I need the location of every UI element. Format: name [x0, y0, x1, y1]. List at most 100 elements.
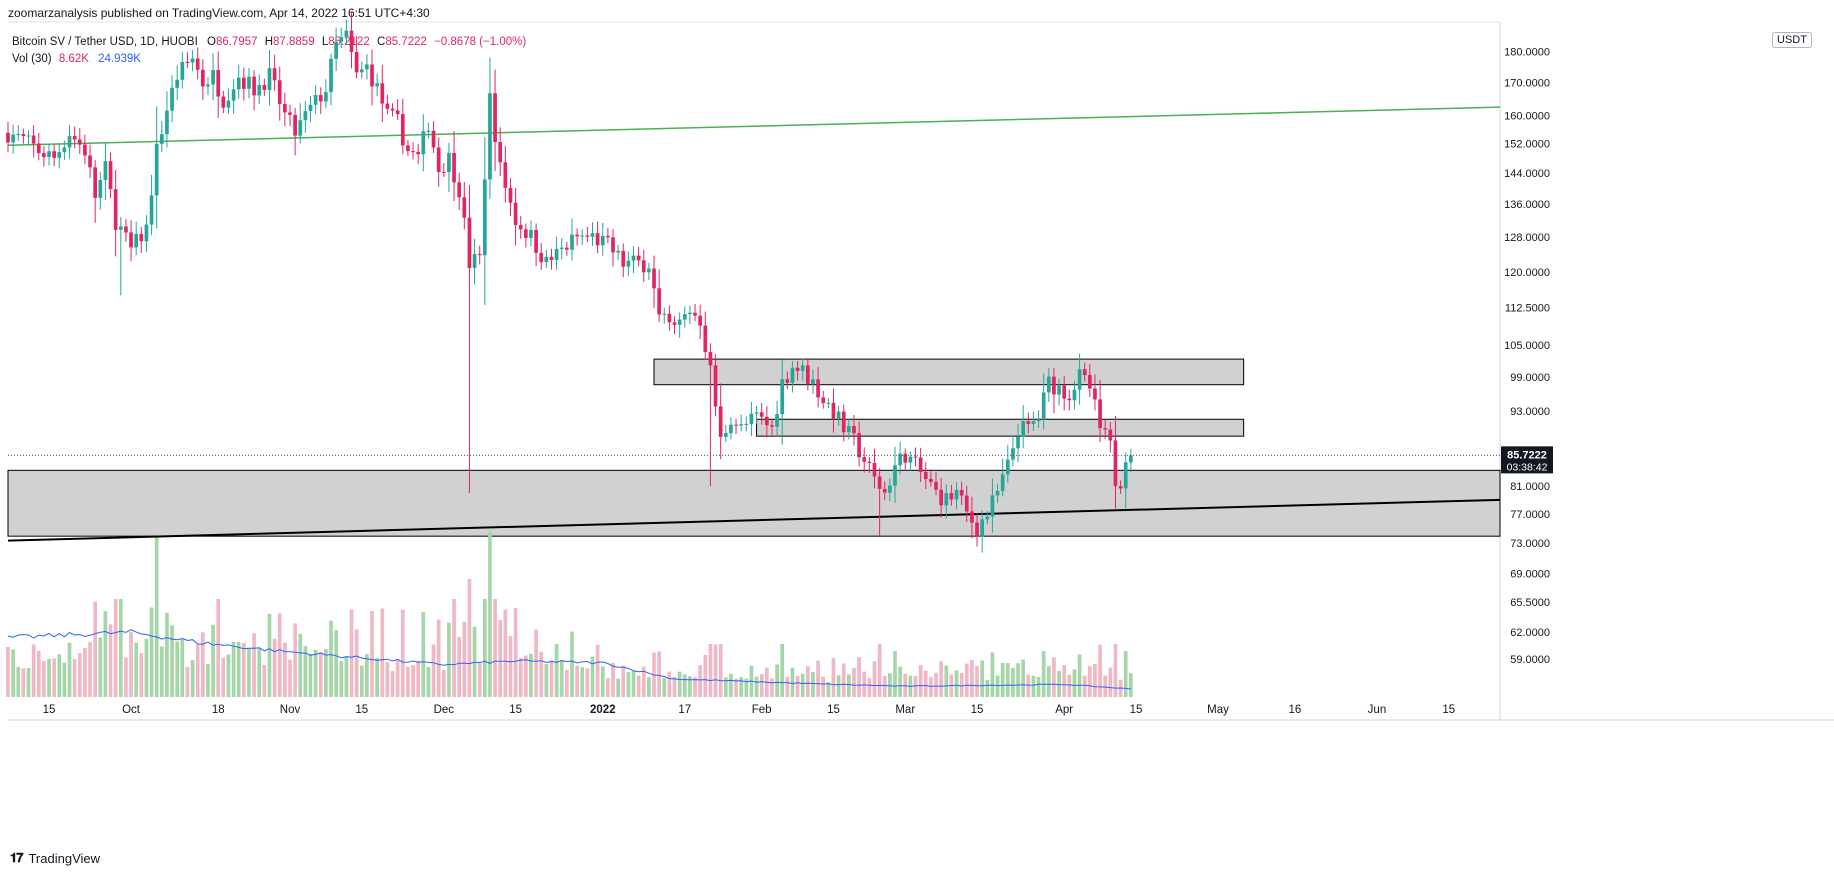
volume-bar-109	[565, 669, 569, 697]
candle-77	[400, 98, 405, 155]
candle-104	[539, 242, 544, 270]
candle-103	[534, 223, 538, 267]
candle-body-31	[165, 110, 169, 135]
candle-body-168	[867, 461, 872, 463]
volume-bar-162	[836, 675, 841, 697]
volume-bar-218	[1123, 650, 1128, 697]
candle-82	[426, 122, 431, 139]
candle-body-90	[467, 217, 472, 268]
volume-bar-159	[821, 676, 826, 697]
volume-bar-95	[493, 599, 497, 697]
candle-body-125	[647, 268, 651, 273]
volume-bar-1	[11, 649, 15, 697]
volume-bar-33	[175, 641, 180, 697]
legend-volume-label[interactable]: Vol (30)	[12, 53, 52, 65]
candle-body-115	[595, 233, 600, 246]
candle-body-183	[944, 493, 949, 506]
candle-201	[1036, 410, 1041, 428]
candle-192	[990, 478, 995, 533]
candle-body-87	[452, 152, 456, 183]
candle-body-155	[800, 365, 805, 371]
candle-4	[26, 130, 31, 146]
volume-bar-41	[216, 599, 221, 697]
candle-45	[236, 64, 241, 99]
candle-157	[811, 369, 815, 394]
candle-80	[416, 143, 421, 165]
candle-52	[272, 54, 277, 91]
volume-bar-181	[934, 672, 938, 697]
volume-bar-192	[990, 652, 995, 697]
candle-body-143	[739, 424, 744, 426]
candle-body-74	[385, 103, 390, 109]
volume-bar-83	[431, 644, 436, 697]
candle-140	[723, 424, 728, 442]
y-tick-label-17: 65.5000	[1510, 597, 1550, 609]
candle-89	[462, 181, 467, 230]
volume-bar-139	[718, 644, 723, 697]
volume-bar-66	[344, 656, 349, 697]
candle-body-26	[139, 233, 144, 242]
tradingview-brand[interactable]: 𝟏𝟕 TradingView	[10, 850, 100, 866]
candle-body-91	[472, 254, 477, 268]
candle-34	[180, 52, 185, 89]
candle-23	[124, 219, 128, 242]
candle-128	[662, 307, 667, 324]
legend-symbol[interactable]: Bitcoin SV / Tether USD, 1D, HUOBI	[12, 36, 198, 48]
volume-bar-123	[636, 675, 641, 697]
volume-bar-5	[31, 644, 36, 697]
x-tick-label-14: 15	[1130, 704, 1143, 716]
volume-bar-43	[226, 654, 231, 697]
candle-body-23	[124, 226, 128, 233]
candle-161	[831, 388, 836, 433]
x-tick-label-0: 15	[43, 704, 56, 716]
candle-36	[190, 50, 195, 72]
candle-body-121	[626, 260, 631, 267]
candle-70	[365, 54, 369, 80]
volume-bar-90	[467, 579, 472, 697]
candle-body-45	[236, 77, 241, 90]
candle-136	[703, 311, 708, 360]
candle-16	[88, 144, 92, 179]
candle-32	[170, 75, 174, 123]
volume-bar-0	[6, 646, 10, 697]
candle-56	[293, 108, 297, 156]
y-tick-label-13: 81.0000	[1510, 481, 1550, 493]
candle-body-182	[939, 489, 943, 506]
last-price-label-bg	[1501, 446, 1553, 474]
candle-0	[6, 121, 10, 153]
trendline-black	[7, 498, 1501, 542]
candle-body-14	[77, 139, 82, 145]
candle-22	[118, 216, 123, 296]
volume-bar-73	[380, 608, 385, 697]
volume-bar-62	[324, 649, 328, 697]
volume-bar-54	[283, 642, 287, 697]
volume-bar-100	[518, 657, 523, 697]
candle-7	[42, 146, 46, 167]
candle-189	[975, 513, 979, 547]
candle-185	[954, 482, 959, 510]
candle-body-189	[975, 522, 979, 537]
candle-body-167	[862, 457, 867, 462]
volume-bar-131	[677, 671, 682, 697]
candle-body-71	[370, 64, 374, 87]
legend-volume-row: Vol (30) 8.62K 24.939K	[12, 51, 526, 68]
y-tick-label-0: 180.0000	[1504, 46, 1550, 58]
candle-body-47	[247, 76, 251, 89]
candle-body-157	[811, 379, 815, 384]
candle-165	[852, 415, 856, 446]
volume-bar-108	[559, 659, 564, 697]
currency-badge[interactable]: USDT	[1772, 32, 1812, 48]
time-axis[interactable]: 15 Oct 18 Nov 15 Dec 15 2022 17 Feb 15 Mar 15 Apr 15 Ma…	[43, 704, 1456, 716]
candle-body-128	[662, 313, 667, 315]
candle-190	[980, 510, 985, 553]
volume-bar-85	[441, 669, 446, 697]
candle-40	[211, 53, 215, 101]
volume-bar-212	[1093, 663, 1097, 697]
candle-body-18	[98, 179, 103, 198]
candle-body-184	[949, 493, 954, 500]
candle-body-11	[62, 147, 67, 153]
volume-bar-13	[72, 659, 77, 697]
volume-bar-187	[964, 663, 969, 697]
